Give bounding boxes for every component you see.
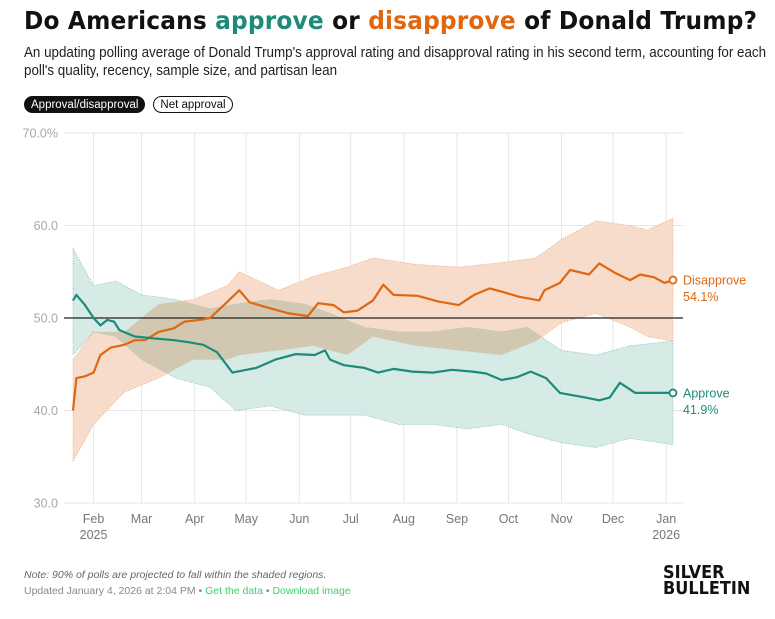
get-data-link[interactable]: Get the data (205, 585, 263, 597)
silver-bulletin-logo: SILVER BULLETIN (663, 563, 751, 599)
subtitle: An updating polling average of Donald Tr… (24, 45, 767, 79)
x-tick-label: Sep (446, 512, 468, 526)
x-tick-label: Jan (656, 512, 676, 526)
x-tick-label: Aug (393, 512, 415, 526)
x-tick-label: Nov (550, 512, 573, 526)
approve-end-name: Approve (683, 386, 730, 400)
disapprove-end-value: 54.1% (683, 290, 718, 304)
x-tick-label: Feb (83, 512, 105, 526)
updated-line: Updated January 4, 2026 at 2:04 PM • Get… (24, 585, 351, 597)
footnote: Note: 90% of polls are projected to fall… (24, 569, 327, 581)
approve-end-marker (668, 388, 678, 398)
y-tick-label: 70.0% (23, 127, 58, 141)
x-tick-label: May (234, 512, 258, 526)
disapprove-end-name: Disapprove (683, 274, 746, 288)
x-tick-year-label: 2026 (652, 528, 680, 542)
logo-line-1: SILVER (663, 563, 725, 583)
separator: • (195, 585, 206, 597)
disapprove-line (71, 262, 674, 411)
disapprove-band (72, 217, 674, 463)
end-labels: Disapprove 54.1% Approve 41.9% (683, 274, 746, 417)
x-tick-label: Apr (185, 512, 204, 526)
y-tick-label: 60.0 (34, 219, 58, 233)
title-text: of Donald Trump? (515, 6, 758, 35)
title-approve-word: approve (215, 6, 324, 35)
x-axis: Feb 2025 Mar Apr May Jun Jul Aug Sep Oct Nov Dec Jan… (80, 512, 680, 542)
y-tick-label: 50.0 (34, 312, 58, 326)
series-lines (71, 262, 678, 411)
approve-end-value: 41.9% (683, 403, 718, 417)
x-tick-label: Dec (602, 512, 624, 526)
updated-timestamp: Updated January 4, 2026 at 2:04 PM (24, 585, 196, 597)
bands (72, 217, 674, 463)
approve-line (72, 293, 673, 402)
x-tick-label: Jul (343, 512, 359, 526)
y-axis: 70.0% 60.0 50.0 40.0 30.0 (23, 127, 58, 511)
x-tick-label: Jun (289, 512, 309, 526)
download-image-link[interactable]: Download image (272, 585, 351, 597)
x-tick-label: Oct (499, 512, 519, 526)
toggle-net-approval[interactable]: Net approval (153, 96, 233, 113)
disapprove-end-marker (668, 275, 678, 285)
title-text: or (323, 6, 369, 35)
title-disapprove-word: disapprove (368, 6, 516, 35)
x-tick-label: Mar (131, 512, 153, 526)
y-tick-label: 30.0 (34, 497, 58, 511)
logo-line-2: BULLETIN (663, 579, 751, 599)
approve-band (72, 247, 674, 448)
view-toggle-group: Approval/disapproval Net approval (24, 96, 233, 113)
y-tick-label: 40.0 (34, 404, 58, 418)
page-title: Do Americans approve or disapprove of Do… (24, 6, 757, 35)
title-text: Do Americans (24, 6, 216, 35)
x-tick-year-label: 2025 (80, 528, 108, 542)
approval-chart: 70.0% 60.0 50.0 40.0 30.0 Feb 2025 Mar Apr May Ju… (23, 127, 747, 543)
separator: • (262, 585, 273, 597)
toggle-approval-disapproval[interactable]: Approval/disapproval (24, 96, 146, 113)
